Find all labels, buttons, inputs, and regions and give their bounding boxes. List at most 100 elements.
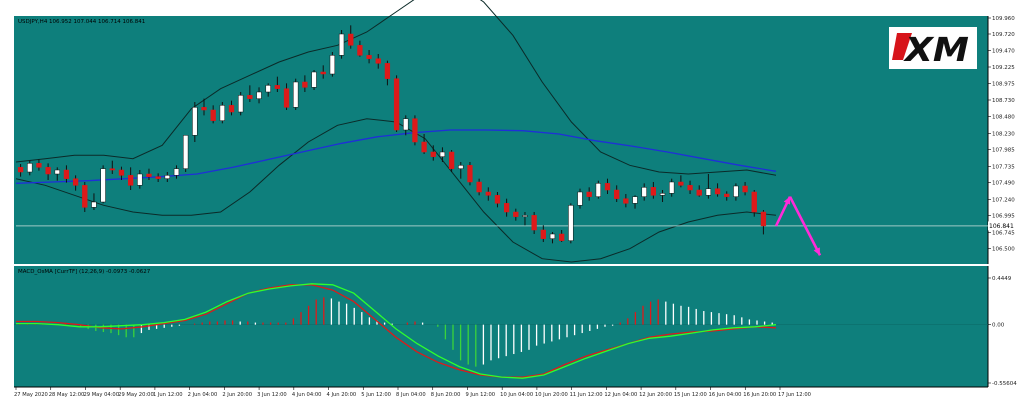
candle	[724, 191, 730, 201]
candle	[302, 75, 308, 92]
candle-body	[256, 91, 262, 99]
price-tick-label: 106.745	[992, 230, 1015, 236]
candle	[476, 178, 482, 196]
candle	[63, 165, 70, 183]
candle	[659, 190, 666, 202]
candle-body	[274, 85, 281, 89]
candle	[137, 170, 143, 189]
macd-main-line	[16, 283, 777, 379]
time-tick-label: 8 Jun 04:00	[396, 392, 426, 398]
candle-body	[439, 151, 446, 157]
candle-body	[173, 168, 180, 176]
candle-body	[760, 211, 767, 227]
candle-body	[247, 95, 253, 99]
price-tick-label: 108.480	[992, 115, 1015, 121]
candle-body	[54, 169, 60, 175]
time-axis: 27 May 2020 28 May 12:00 29 May 04:00 29 Ma…	[14, 387, 811, 398]
forecast-down-arrowhead	[813, 247, 820, 256]
candle	[338, 30, 345, 59]
candle-body	[522, 215, 528, 217]
candle	[403, 115, 409, 136]
candle-body	[192, 107, 198, 136]
candle	[357, 40, 363, 57]
candle	[82, 182, 88, 212]
macd-axis: 0.4449 0.00 -0.55604	[988, 276, 1017, 387]
time-tick-label: 1 Jun 12:00	[153, 392, 183, 398]
time-tick-label: 16 Jun 04:00	[709, 392, 742, 398]
candle	[283, 83, 290, 110]
candle-body	[669, 181, 675, 194]
time-tick-label: 3 Jun 12:00	[257, 392, 287, 398]
candle	[54, 167, 60, 181]
candle	[485, 187, 491, 201]
price-tick-label: 107.985	[992, 148, 1015, 154]
price-tick-label: 107.240	[992, 197, 1015, 203]
candle	[238, 92, 244, 116]
candle	[256, 87, 262, 104]
price-tick-label: 109.720	[992, 32, 1015, 38]
candle	[650, 182, 657, 199]
candle	[366, 50, 372, 64]
candle-body	[421, 141, 427, 153]
time-tick-label: 8 Jun 20:00	[431, 392, 461, 398]
candle-body	[384, 63, 391, 79]
candle-body	[45, 167, 51, 175]
candle-body	[375, 58, 381, 64]
candle-body	[91, 201, 97, 208]
candle	[173, 165, 180, 179]
candle	[329, 52, 336, 77]
symbol-info: USDJPY,H4 106.952 107.044 106.714 106.84…	[18, 19, 145, 25]
candle-body	[659, 193, 666, 196]
candle	[146, 168, 152, 180]
candle-body	[403, 118, 409, 131]
candle	[733, 183, 739, 201]
candle	[568, 203, 574, 244]
candle	[91, 193, 97, 210]
candle-body	[201, 107, 207, 111]
candle	[109, 160, 115, 174]
candle	[586, 187, 592, 201]
candle-body	[705, 188, 712, 196]
candle	[393, 75, 400, 132]
candle-body	[36, 163, 42, 168]
candle-body	[72, 178, 79, 186]
candle	[210, 105, 216, 124]
candle-body	[348, 33, 354, 46]
candle	[265, 83, 271, 97]
candle	[164, 172, 170, 182]
candle-body	[366, 55, 372, 59]
candle-body	[577, 191, 583, 206]
price-axis: 109.960 109.720 109.470 109.225 108.975 108.7…	[988, 16, 1015, 253]
candle-body	[733, 185, 739, 197]
candle-body	[146, 173, 152, 177]
candle	[549, 232, 556, 244]
logo: XM	[889, 27, 977, 69]
candle-body	[412, 118, 418, 143]
macd-panel-background	[14, 266, 988, 387]
candle	[412, 115, 418, 146]
candle	[604, 178, 611, 194]
price-tick-label: 106.995	[992, 214, 1015, 220]
candle-body	[559, 233, 565, 241]
candle	[678, 175, 684, 188]
candle	[705, 174, 712, 199]
candle-body	[494, 195, 501, 204]
candle	[421, 134, 427, 154]
candle-body	[623, 198, 629, 204]
price-tick-label: 107.735	[992, 164, 1015, 170]
time-tick-label: 5 Jun 12:00	[361, 392, 391, 398]
candle	[36, 159, 42, 171]
candle-body	[476, 181, 482, 193]
candle-body	[283, 88, 290, 108]
candle-body	[164, 175, 170, 179]
candle-body	[27, 163, 33, 173]
time-tick-label: 9 Jun 12:00	[465, 392, 495, 398]
macd-tick-label: -0.55604	[992, 381, 1017, 387]
time-tick-label: 12 Jun 04:00	[604, 392, 637, 398]
candle-body	[320, 71, 326, 75]
candle-body	[219, 105, 225, 121]
time-tick-label: 2 Jun 04:00	[188, 392, 218, 398]
candle	[348, 25, 354, 49]
candle	[540, 225, 546, 242]
